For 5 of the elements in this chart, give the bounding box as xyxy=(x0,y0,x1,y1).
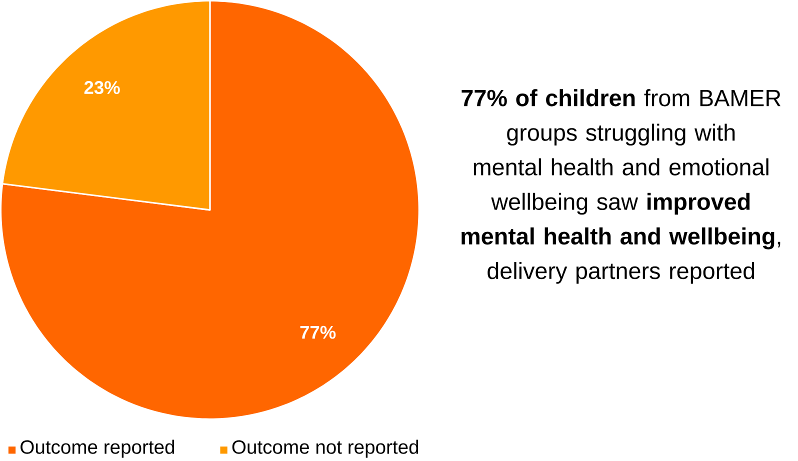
data-label: 77% xyxy=(300,326,336,339)
text: 77% of children from BAMER groups struggling with mental health and emotional wellbeing saw improved mental health and wellbeing, delivery partners reported xyxy=(462,89,781,284)
legend-label: Outcome not reported xyxy=(232,440,418,458)
data-label: 23% xyxy=(84,81,120,94)
legend-label: Outcome reported xyxy=(20,440,174,458)
